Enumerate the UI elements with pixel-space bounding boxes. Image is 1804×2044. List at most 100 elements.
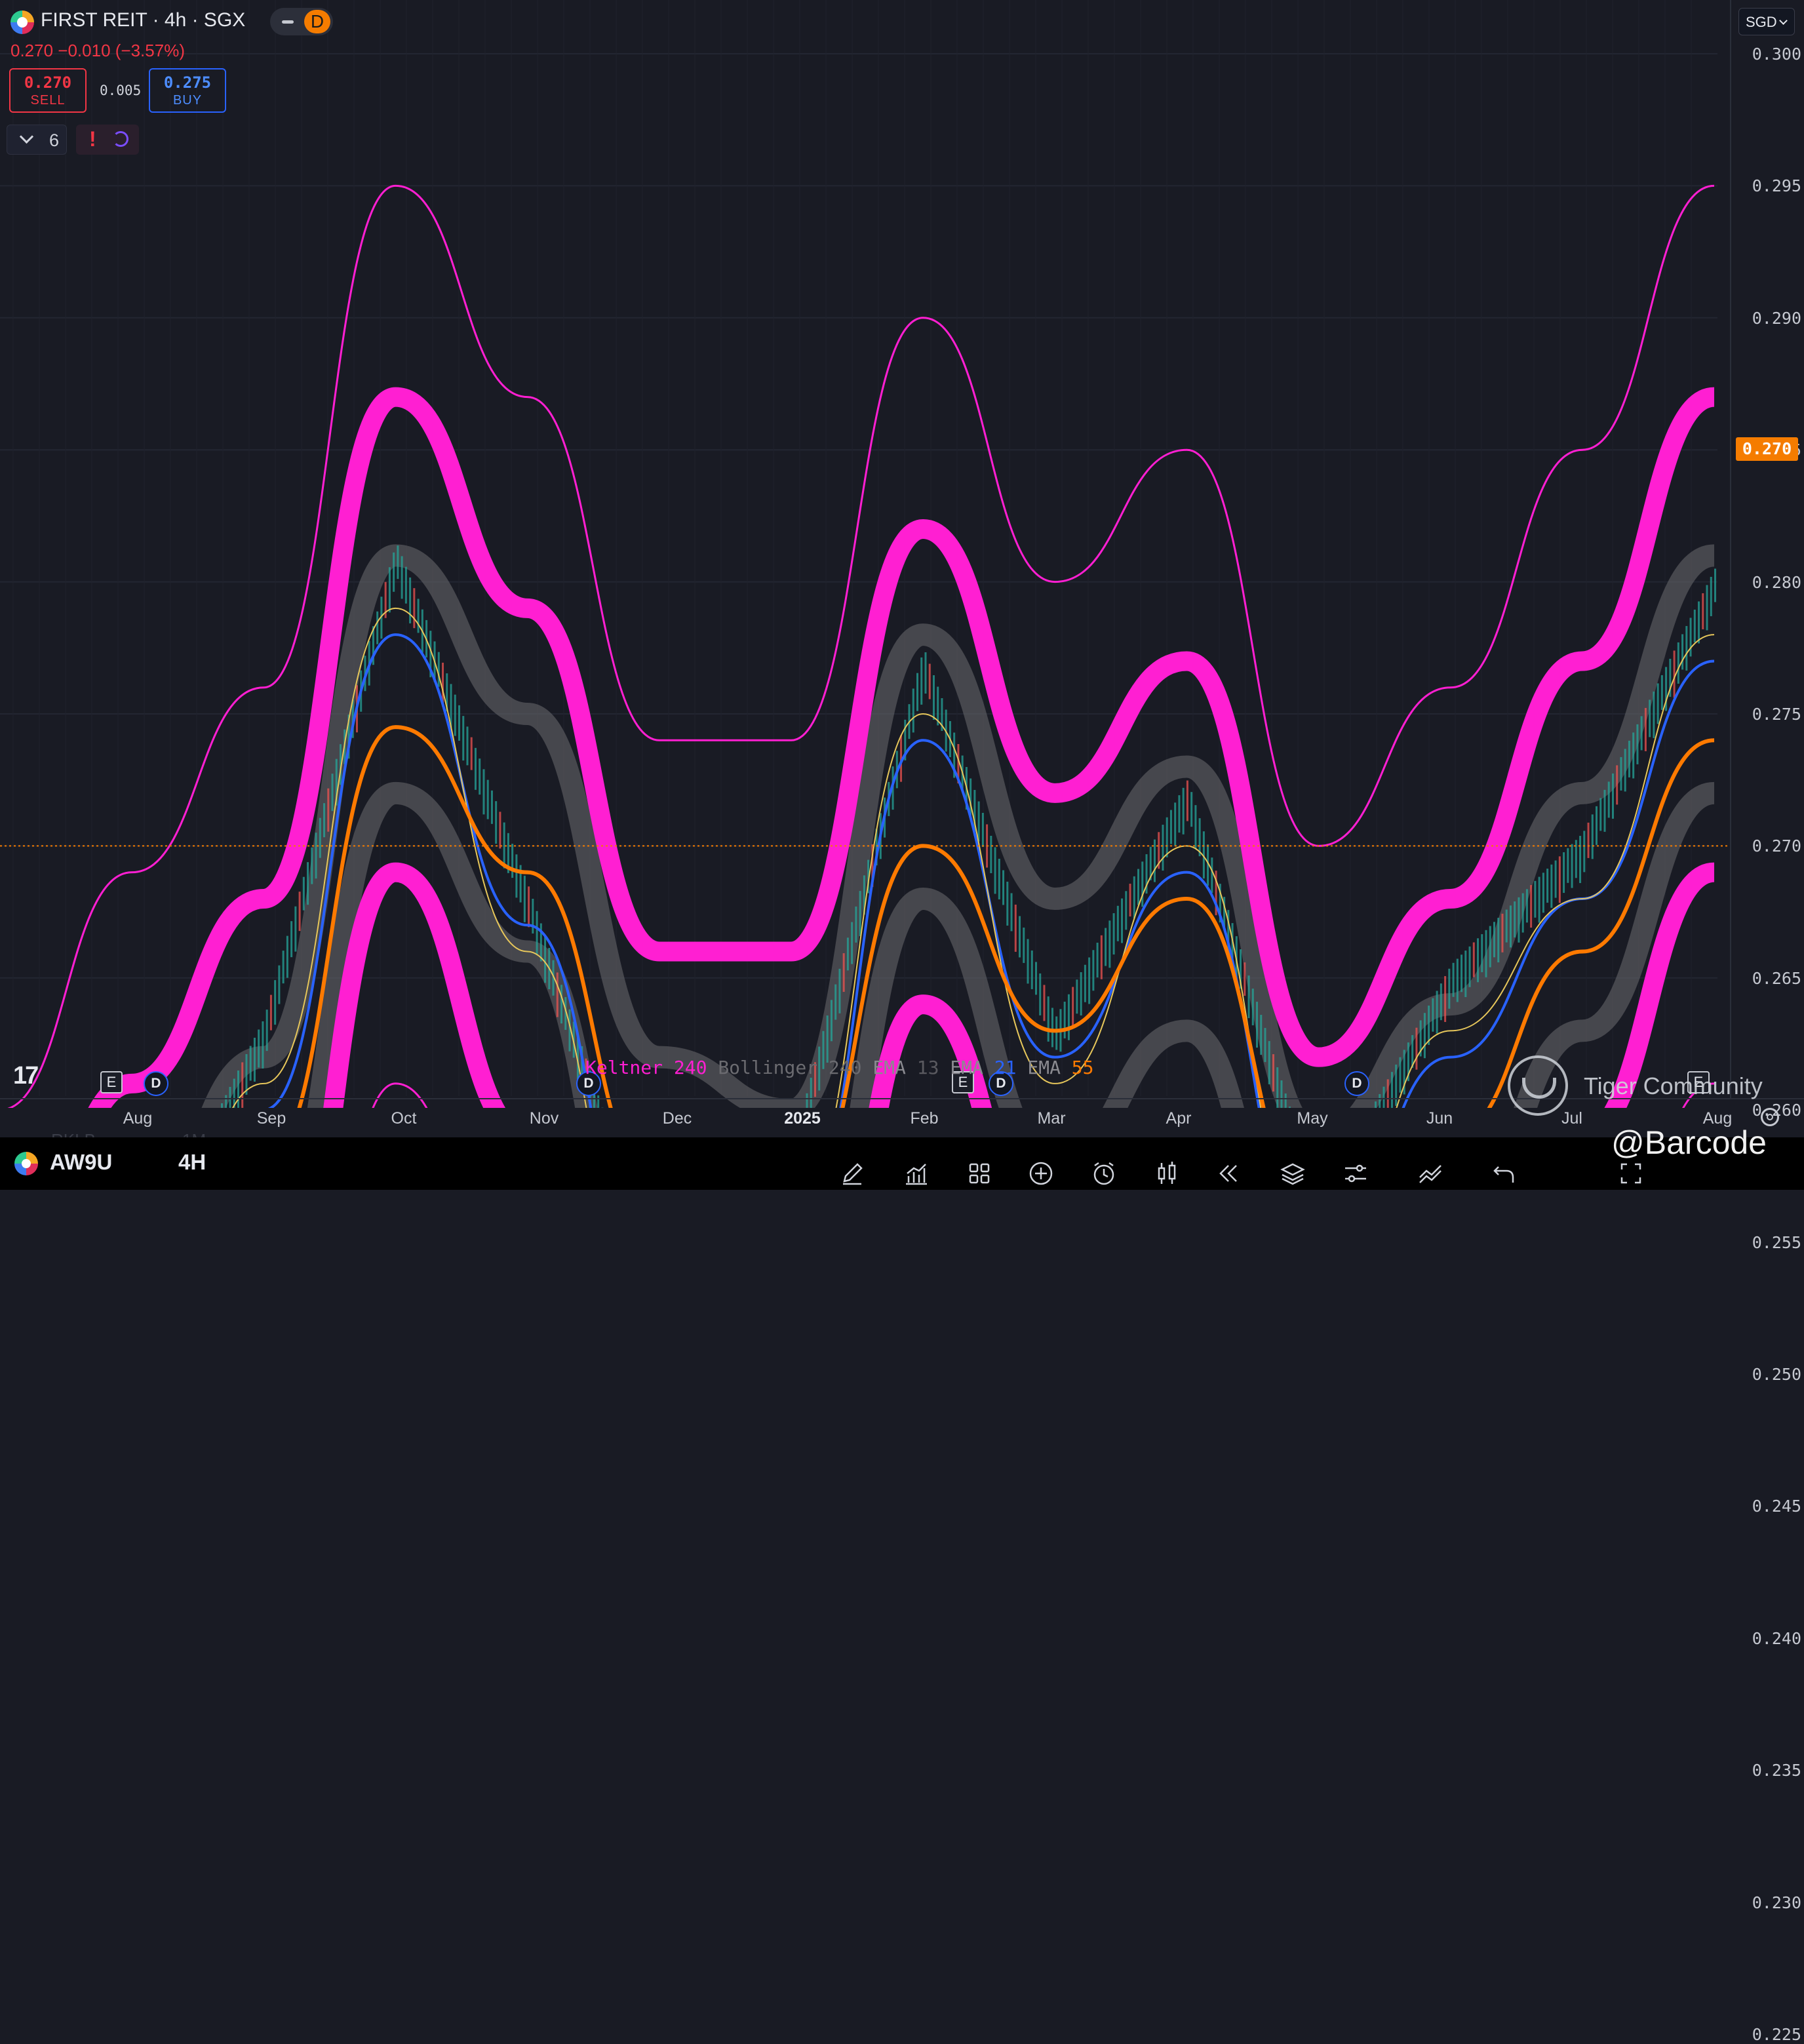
candle-bar xyxy=(1588,823,1590,858)
candle-bar xyxy=(1632,732,1634,778)
price-tick: 0.295 xyxy=(1731,176,1801,195)
candle-bar xyxy=(1035,962,1037,994)
candle-bar xyxy=(1608,781,1610,817)
alert-icon: ! xyxy=(89,127,96,151)
earnings-marker[interactable]: E xyxy=(100,1071,123,1093)
legend-ema21-len: 21 xyxy=(994,1057,1017,1078)
candle-bar xyxy=(851,922,853,964)
candle-bar xyxy=(1174,802,1176,846)
candle-bar xyxy=(1514,901,1516,937)
candle-bar xyxy=(303,877,305,911)
compare-icon[interactable] xyxy=(1417,1160,1443,1187)
price-tick: 0.280 xyxy=(1731,573,1801,592)
minus-icon xyxy=(282,20,294,24)
legend-ema55-len: 55 xyxy=(1072,1057,1094,1078)
candle-bar xyxy=(1448,969,1450,1009)
interval-button[interactable]: 4H xyxy=(178,1150,206,1175)
candle-bar xyxy=(1624,749,1626,791)
candle-bar xyxy=(838,969,840,1013)
chart-title[interactable]: FIRST REIT · 4h · SGX xyxy=(41,9,245,31)
candle-bar xyxy=(1194,805,1196,849)
candle-bar xyxy=(990,836,992,873)
dividend-marker[interactable]: D xyxy=(144,1071,168,1096)
settings-icon[interactable] xyxy=(1343,1160,1369,1187)
replay-icon[interactable] xyxy=(1215,1160,1242,1187)
candle-bar xyxy=(487,780,489,819)
candle-bar xyxy=(491,791,493,824)
fullscreen-icon[interactable] xyxy=(1618,1160,1644,1187)
indicator-status[interactable]: ! xyxy=(76,125,139,155)
candle-bar xyxy=(1125,891,1127,930)
candle-bar xyxy=(1015,905,1017,952)
candle-bar xyxy=(1457,959,1459,1002)
candle-bar xyxy=(1092,950,1094,991)
indicators-toggle[interactable]: 6 xyxy=(7,125,67,155)
candle-bar xyxy=(1674,650,1676,698)
candle-bar xyxy=(409,578,411,623)
legend-bollinger: Bollinger xyxy=(718,1057,817,1078)
candle-bar xyxy=(376,612,378,644)
candle-bar xyxy=(1055,1016,1057,1050)
price-chart[interactable] xyxy=(0,0,1804,1108)
interval-toggle[interactable]: D xyxy=(270,8,333,35)
candle-bar xyxy=(221,1103,223,1108)
candle-bar xyxy=(982,813,984,847)
candle-bar xyxy=(495,801,497,844)
candle-bar xyxy=(1559,856,1561,903)
time-tick: Dec xyxy=(663,1109,692,1128)
candle-bar xyxy=(1510,905,1512,947)
candle-bar xyxy=(831,1000,833,1041)
candle-bar xyxy=(323,803,325,837)
candle-bar xyxy=(1137,869,1139,905)
time-tick: May xyxy=(1297,1109,1327,1128)
price-tick: 0.235 xyxy=(1731,1761,1801,1780)
sell-button[interactable]: 0.270 SELL xyxy=(9,68,87,113)
candle-bar xyxy=(1698,601,1700,643)
candle-bar xyxy=(1714,568,1716,602)
time-tick: Oct xyxy=(391,1109,417,1128)
candle-bar xyxy=(1285,1093,1287,1108)
candle-bar xyxy=(1166,817,1168,857)
candle-bar xyxy=(1043,985,1045,1021)
candle-bar xyxy=(475,748,477,790)
candle-bar xyxy=(847,937,849,970)
candle-bar xyxy=(536,911,538,955)
candle-bar xyxy=(1542,873,1544,913)
chevron-down-icon xyxy=(20,130,33,144)
currency-select[interactable]: SGD xyxy=(1738,8,1795,35)
candle-bar xyxy=(1526,889,1528,922)
candle-bar xyxy=(1051,1008,1053,1047)
candle-bar xyxy=(278,966,280,1004)
candle-bar xyxy=(1661,675,1663,710)
indicators-icon[interactable] xyxy=(903,1160,930,1187)
candle-bar xyxy=(1186,781,1188,821)
sell-price: 0.270 xyxy=(10,73,85,92)
alarm-icon[interactable] xyxy=(1091,1160,1117,1187)
candle-bar xyxy=(1170,810,1172,844)
pen-icon[interactable] xyxy=(839,1160,865,1187)
candle-bar xyxy=(1493,922,1495,957)
candles-icon[interactable] xyxy=(1154,1160,1180,1187)
candle-bar xyxy=(1473,943,1475,977)
candle-bar xyxy=(1002,870,1004,905)
dividend-marker[interactable]: D xyxy=(1344,1071,1369,1096)
tiger-logo-icon xyxy=(1508,1055,1568,1116)
candle-bar xyxy=(1453,963,1455,997)
undo-icon[interactable] xyxy=(1491,1160,1517,1187)
candle-bar xyxy=(1645,708,1647,751)
spread-value: 0.005 xyxy=(100,83,141,98)
add-icon[interactable] xyxy=(1028,1160,1054,1187)
buy-button[interactable]: 0.275 BUY xyxy=(149,68,226,113)
candle-bar xyxy=(274,980,276,1025)
layers-icon[interactable] xyxy=(1280,1160,1306,1187)
candle-bar xyxy=(327,789,329,832)
apps-icon[interactable] xyxy=(966,1160,992,1187)
currency-label: SGD xyxy=(1746,14,1777,30)
tradingview-logo[interactable]: 17 xyxy=(13,1062,37,1090)
candle-bar xyxy=(515,854,517,897)
symbol-button[interactable]: AW9U xyxy=(50,1150,112,1175)
candle-bar xyxy=(479,758,480,795)
candle-bar xyxy=(1677,642,1679,684)
candle-bar xyxy=(524,876,526,922)
interval-badge: D xyxy=(304,10,330,33)
